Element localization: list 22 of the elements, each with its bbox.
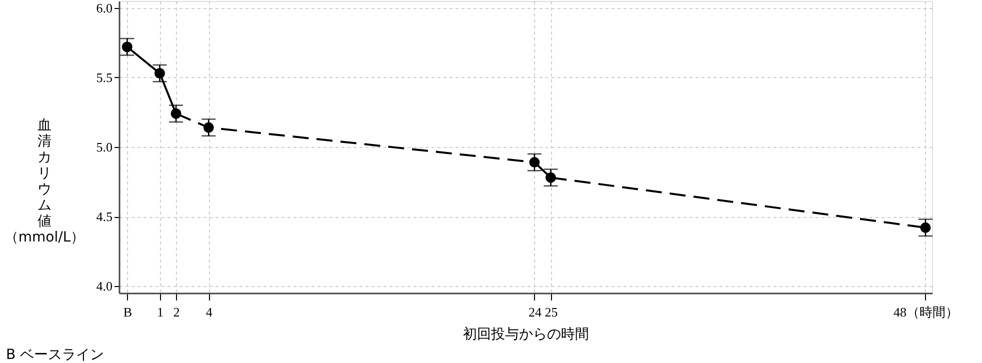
point <box>122 42 132 52</box>
point <box>170 108 182 119</box>
text: B ベースライン <box>6 347 104 363</box>
y-tick-label: 4.5 <box>96 209 112 224</box>
point <box>203 122 214 133</box>
point <box>154 68 165 79</box>
point <box>920 222 931 233</box>
point <box>546 172 556 183</box>
point <box>529 157 540 168</box>
x-axis-title: 初回投与からの時間 <box>463 326 589 342</box>
x-tick-label: 24 <box>528 304 542 320</box>
x-tick-label: 25 <box>544 304 558 320</box>
y-tick-label: 5.5 <box>96 70 112 85</box>
x-tick-label: 48（時間） <box>893 304 958 320</box>
x-tick-label: 4 <box>206 304 213 320</box>
y-tick-label: 6.0 <box>96 0 112 16</box>
x-tick-label: 2 <box>173 304 180 320</box>
y-tick-label: 4.0 <box>96 278 112 294</box>
x-tick-label: 1 <box>156 304 164 320</box>
y-axis-title: 血清カリウム値（mmol/L） <box>4 118 85 246</box>
y-tick-label: 5.0 <box>96 140 112 154</box>
x-tick-label: B <box>123 304 132 320</box>
